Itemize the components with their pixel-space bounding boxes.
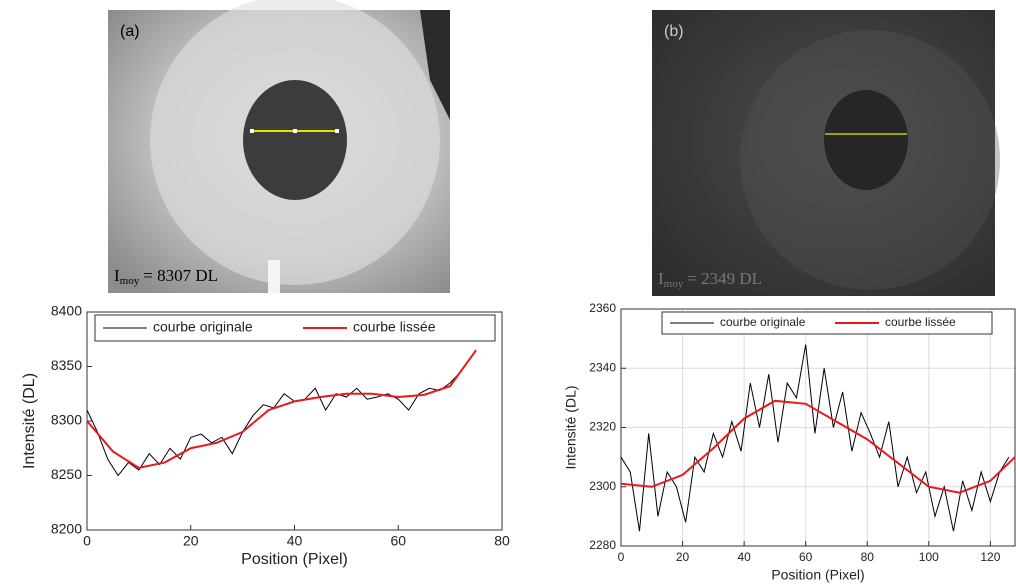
y-axis-label: Intensité (DL) [21, 373, 38, 469]
series-line [87, 349, 477, 477]
x-tick-label: 0 [83, 533, 91, 549]
legend-label: courbe originale [153, 319, 253, 335]
x-tick-label: 80 [494, 533, 510, 549]
x-tick-label: 20 [183, 533, 199, 549]
legend-box [94, 314, 496, 342]
x-axis-label: Position (Pixel) [241, 551, 348, 568]
y-tick-label: 2300 [589, 479, 616, 493]
x-tick-label: 120 [980, 550, 1000, 564]
legend-label: courbe originale [720, 315, 806, 329]
y-tick-label: 2280 [589, 538, 616, 552]
photo-a [108, 0, 450, 293]
x-tick-label: 60 [799, 550, 813, 564]
panel-label: (a) [120, 23, 140, 40]
x-axis-label: Position (Pixel) [771, 567, 864, 583]
legend-label: courbe lissée [885, 315, 956, 329]
photo-b [652, 10, 1000, 296]
x-tick-label: 40 [287, 533, 303, 549]
y-tick-label: 2320 [589, 420, 616, 434]
annotation-symbol: I [658, 269, 664, 288]
x-tick-label: 100 [919, 550, 939, 564]
panel-label: (b) [664, 23, 684, 40]
y-tick-label: 8400 [51, 303, 82, 319]
series-line [621, 344, 1010, 532]
y-axis-label: Intensité (DL) [563, 385, 579, 469]
y-tick-label: 2340 [589, 360, 616, 374]
plot-area [87, 312, 502, 530]
x-tick-label: 80 [861, 550, 875, 564]
x-tick-label: 40 [737, 550, 751, 564]
annotation: Imoy = 2349 DL [658, 269, 762, 290]
y-tick-label: 8200 [51, 521, 82, 537]
y-tick-label: 8300 [51, 412, 82, 428]
y-tick-label: 8350 [51, 357, 82, 373]
series-line [87, 349, 477, 469]
x-tick-label: 0 [618, 550, 625, 564]
x-tick-label: 60 [390, 533, 406, 549]
annotation-text: = 8307 DL [143, 266, 218, 285]
annotation-symbol: I [114, 266, 120, 285]
annotation: Imoy = 8307 DL [114, 266, 218, 287]
series-line [621, 399, 1015, 494]
legend-label: courbe lissée [353, 319, 436, 335]
x-tick-label: 20 [676, 550, 690, 564]
annotation-subscript: moy [664, 278, 684, 290]
y-tick-label: 8250 [51, 466, 82, 482]
annotation-text: = 2349 DL [687, 269, 762, 288]
legend-box [661, 311, 993, 335]
y-tick-label: 2360 [589, 301, 616, 315]
plot-frame [620, 308, 1016, 547]
annotation-subscript: moy [120, 275, 140, 287]
